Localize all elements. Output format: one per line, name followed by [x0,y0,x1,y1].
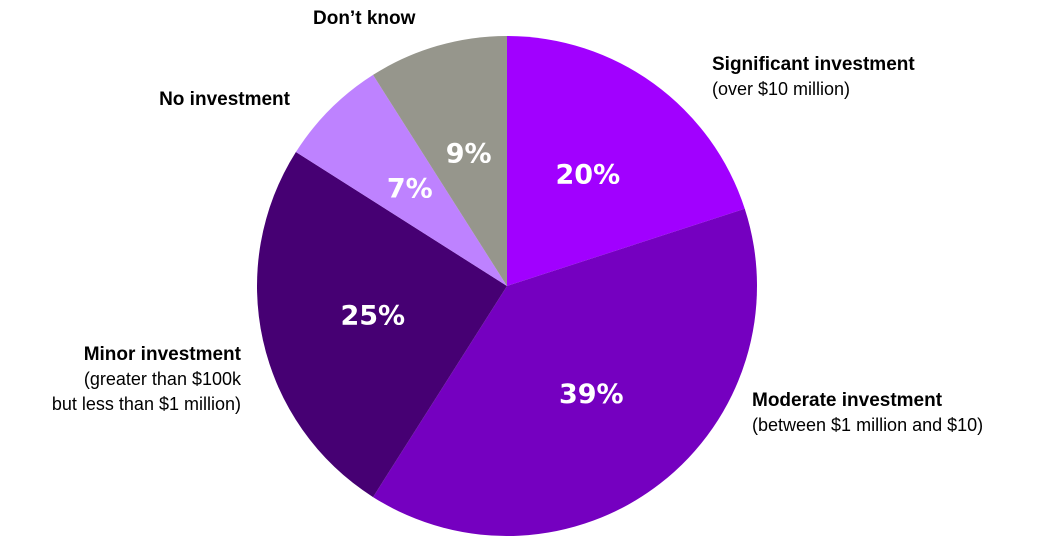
pie-slice-moderate [373,208,758,536]
pie-value-label-moderate: 39% [559,379,624,410]
label-dont-know-name: Don’t know [313,8,416,29]
label-moderate-investment-desc: (between $1 million and $10) [752,415,984,435]
label-significant-investment: Significant investment (over $10 million… [712,52,915,102]
pie-value-labels: 20% 39% 25% 7% 9% [340,138,623,410]
label-minor-investment-desc-line2: but less than $1 million) [51,394,241,414]
label-minor-investment-desc-line1: (greater than $100k [83,369,241,389]
pie-slice-minor [257,152,507,498]
pie-slice-no-investment [295,74,507,286]
pie-slices [257,36,758,536]
pie-slice-significant [507,36,745,286]
pie-value-label-significant: 20% [556,159,621,190]
pie-slice-dont-know [373,36,507,286]
pie-value-label-dont-know: 9% [446,138,492,169]
label-minor-investment-name: Minor investment [83,344,241,365]
pie-value-label-no-investment: 7% [387,173,433,204]
label-no-investment: No investment [159,87,290,112]
label-significant-investment-name: Significant investment [712,54,915,75]
label-minor-investment: Minor investment (greater than $100k but… [52,342,241,417]
pie-value-label-minor: 25% [340,300,405,331]
label-moderate-investment: Moderate investment (between $1 million … [752,388,983,438]
label-dont-know: Don’t know [313,6,415,31]
label-moderate-investment-name: Moderate investment [752,390,943,411]
label-significant-investment-desc: (over $10 million) [712,79,851,99]
label-no-investment-name: No investment [159,89,290,110]
